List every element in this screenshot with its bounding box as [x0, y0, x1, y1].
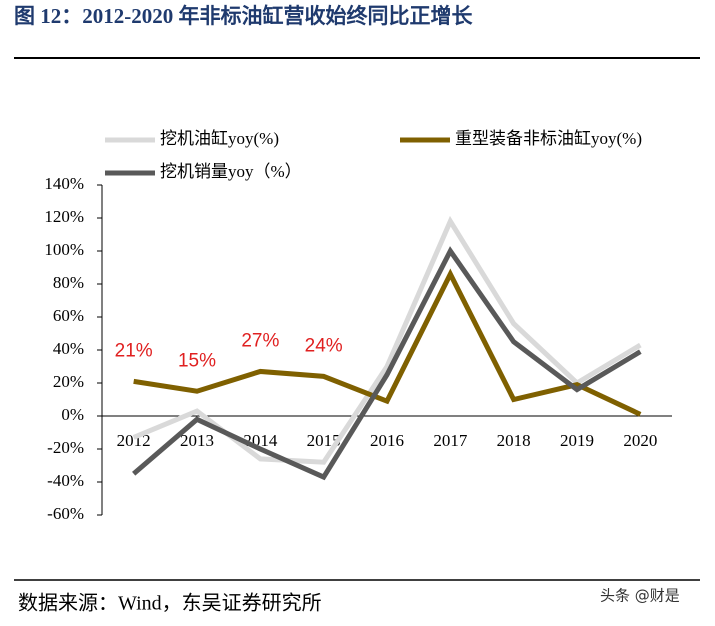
y-tick-label: -60% — [47, 504, 84, 523]
data-label: 15% — [178, 350, 216, 371]
data-label: 21% — [115, 340, 153, 361]
x-tick-label: 2016 — [370, 431, 404, 450]
y-tick-label: -40% — [47, 471, 84, 490]
legend-label: 挖机销量yoy（%） — [160, 162, 302, 181]
legend-label: 挖机油缸yoy(%) — [160, 128, 279, 148]
x-tick-label: 2019 — [560, 431, 594, 450]
y-tick-label: 80% — [53, 273, 84, 292]
y-tick-label: -20% — [47, 438, 84, 457]
data-label: 24% — [305, 335, 343, 356]
y-tick-label: 120% — [44, 207, 84, 226]
series-line — [133, 268, 642, 417]
y-tick-label: 40% — [53, 339, 84, 358]
y-tick-label: 100% — [44, 240, 84, 259]
y-tick-label: 0% — [61, 405, 84, 424]
x-tick-label: 2020 — [623, 431, 657, 450]
y-tick-label: 20% — [53, 372, 84, 391]
y-tick-label: 60% — [53, 306, 84, 325]
x-tick-label: 2017 — [433, 431, 468, 450]
watermark: 头条 @财是 — [600, 587, 680, 605]
data-label: 27% — [241, 330, 279, 351]
x-tick-label: 2013 — [180, 431, 214, 450]
x-tick-label: 2018 — [497, 431, 531, 450]
chart-title: 图 12：2012-2020 年非标油缸营收始终同比正增长 — [14, 4, 473, 28]
source: 数据来源：Wind，东吴证券研究所 — [18, 592, 322, 615]
legend-label: 重型装备非标油缸yoy(%) — [455, 128, 642, 148]
y-tick-label: 140% — [44, 174, 84, 193]
series-line — [132, 246, 642, 481]
